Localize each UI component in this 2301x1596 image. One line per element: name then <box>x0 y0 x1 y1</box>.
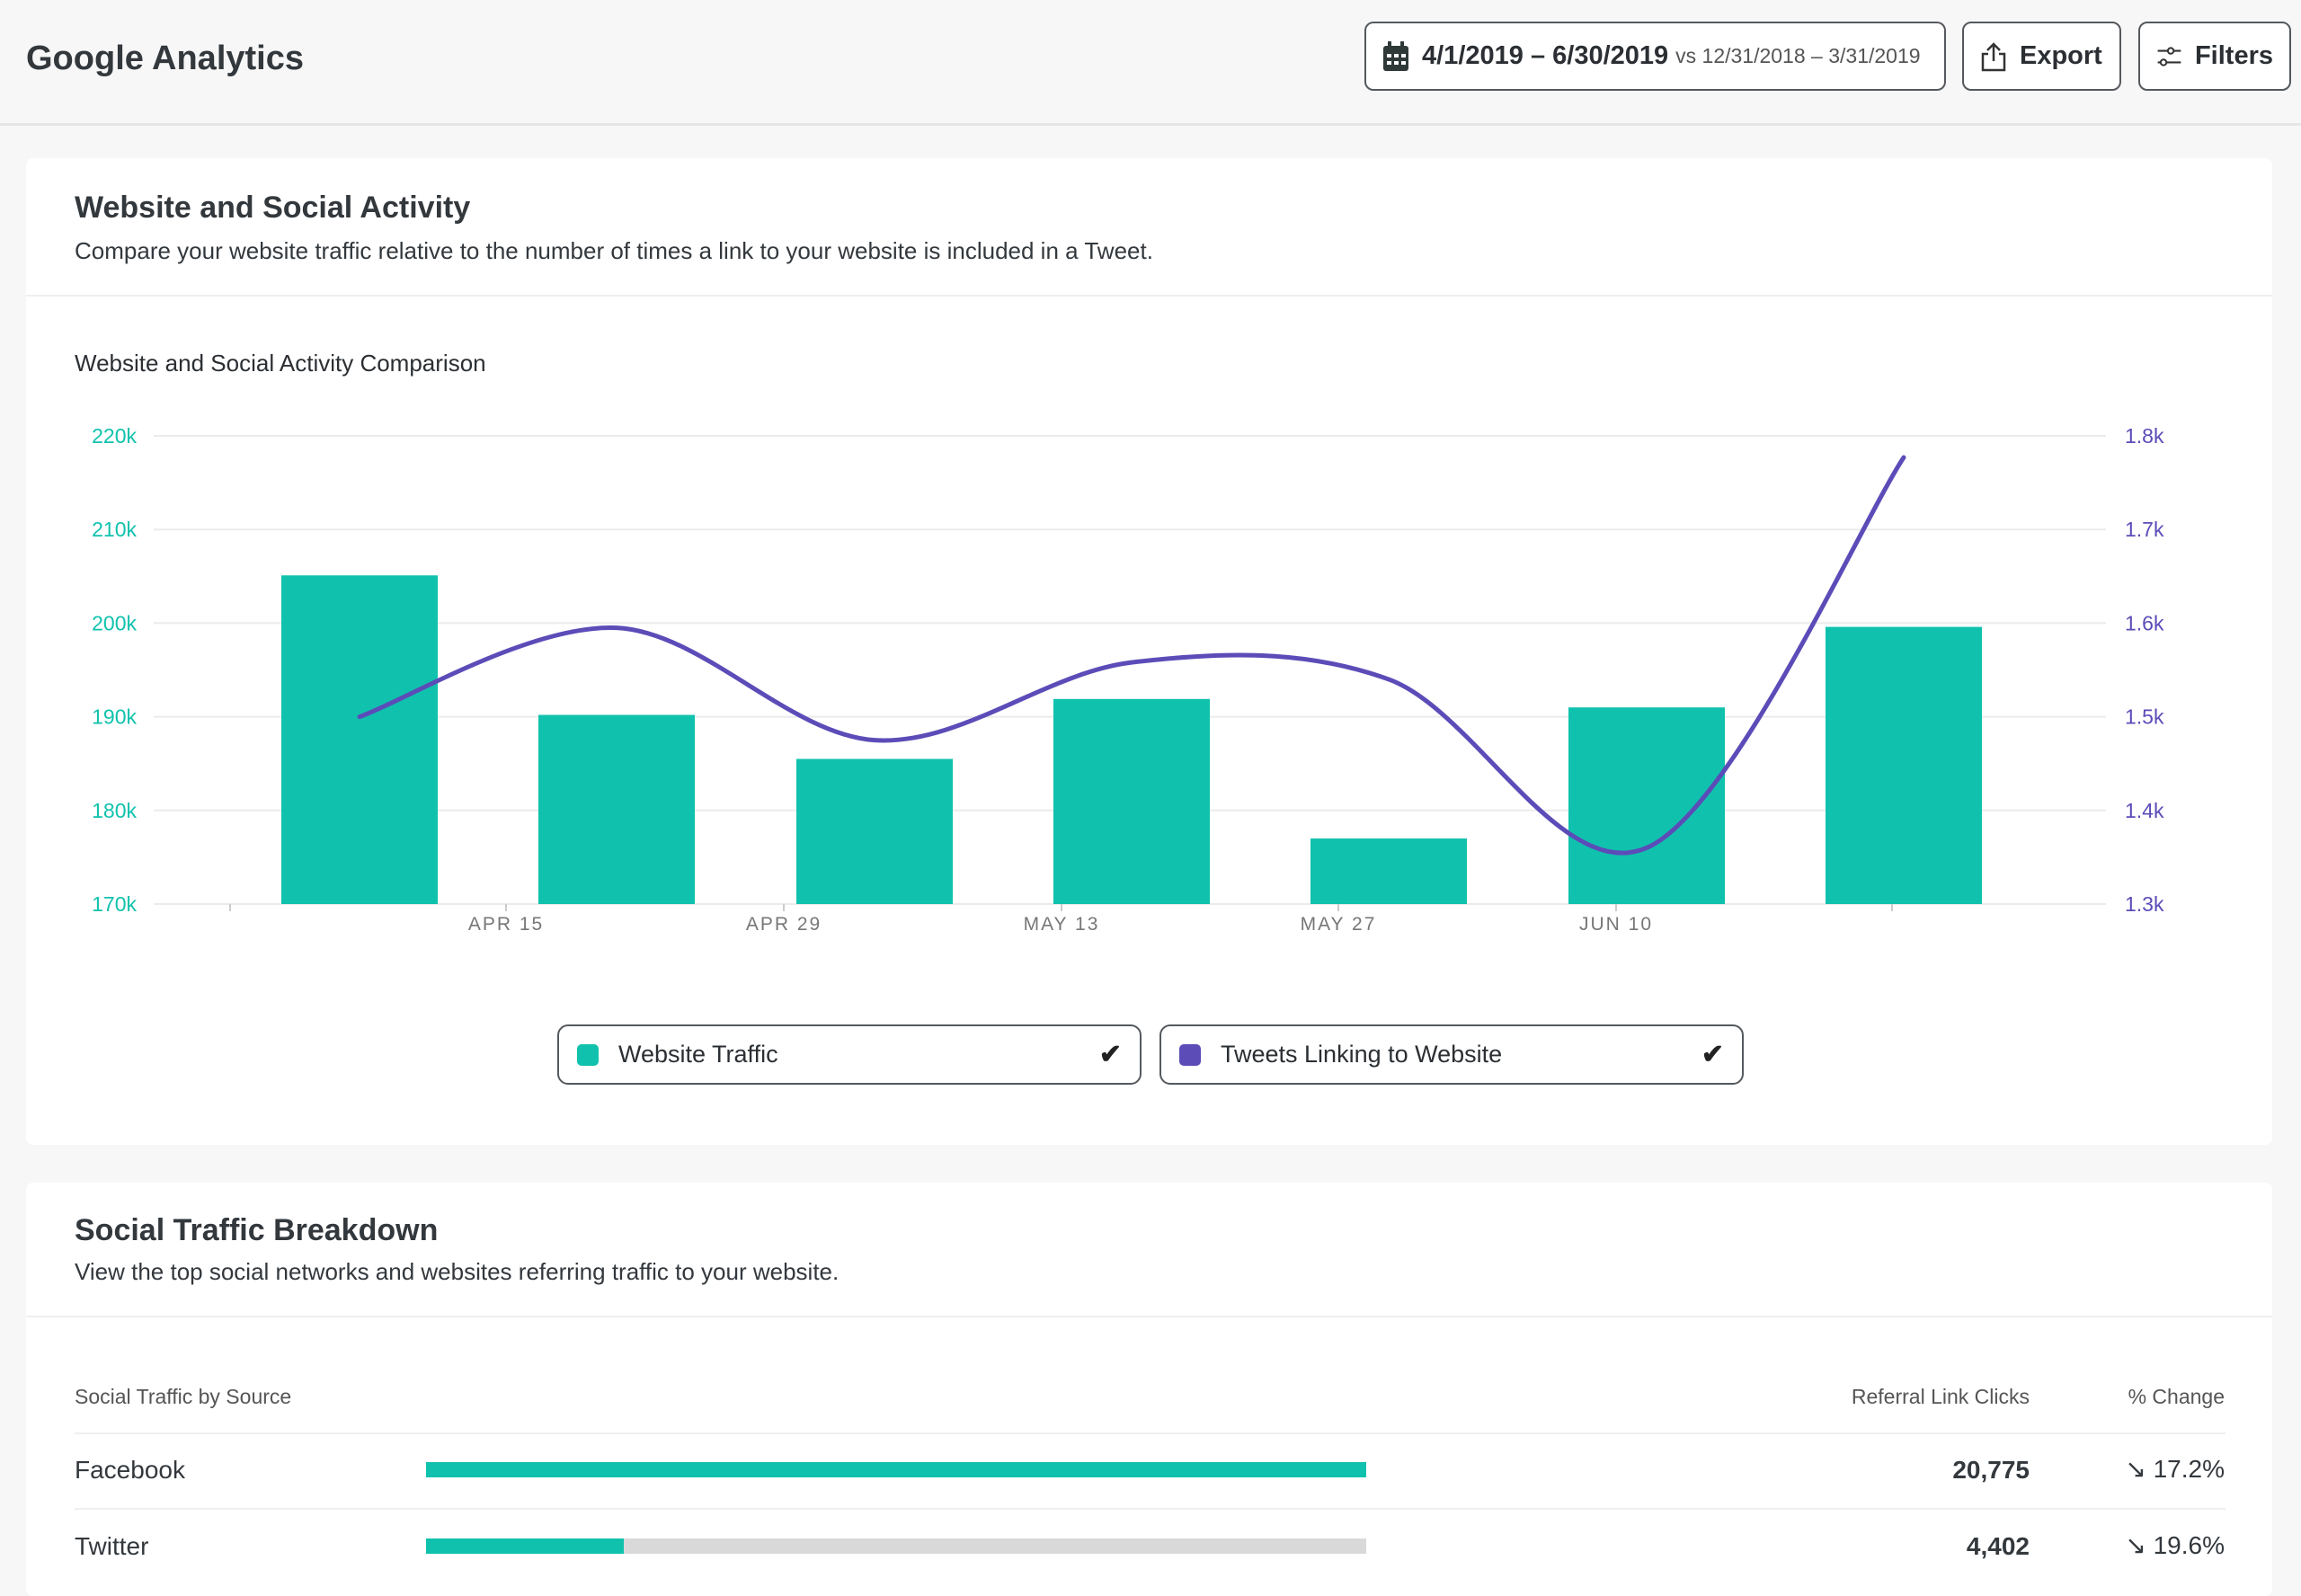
y-right-tick-label: 1.7k <box>2125 518 2164 541</box>
referral-clicks: 4,402 <box>1966 1532 2030 1560</box>
change-value: 17.2% <box>2153 1455 2225 1483</box>
source-name: Facebook <box>75 1456 185 1484</box>
traffic-bar <box>1568 707 1725 904</box>
chart-title: Website and Social Activity Comparison <box>75 350 486 377</box>
sliders-icon <box>2157 46 2181 66</box>
y-left-tick-label: 220k <box>92 424 137 448</box>
teal-swatch-icon <box>577 1043 599 1066</box>
filters-label: Filters <box>2194 41 2273 70</box>
column-header-source: Social Traffic by Source <box>75 1385 292 1408</box>
activity-chart: 170k 1.3k 180k 1.4k 190k 1.5k 200k 1.6k 210k 1.7k… <box>92 424 2164 935</box>
y-left-tick-label: 170k <box>92 892 137 916</box>
card-subtitle: View the top social networks and website… <box>75 1258 840 1285</box>
x-tick-label: MAY 27 <box>1301 914 1377 935</box>
traffic-bar <box>1053 698 1210 904</box>
percent-change: ↘ 17.2% <box>2125 1454 2225 1484</box>
tweets-line <box>357 455 1906 856</box>
y-left-tick-label: 200k <box>92 611 137 634</box>
traffic-bar <box>538 714 695 904</box>
y-right-tick-label: 1.4k <box>2125 799 2164 822</box>
share-export-icon <box>1981 41 2006 71</box>
calendar-icon <box>1383 40 1408 71</box>
app-title: Google Analytics <box>26 40 304 77</box>
social-traffic-breakdown-card: Social Traffic Breakdown View the top so… <box>26 1183 2272 1596</box>
purple-swatch-icon <box>1179 1043 1201 1066</box>
legend-toggle-website-traffic[interactable]: Website Traffic ✔ <box>557 1024 1142 1085</box>
divider <box>26 295 2272 297</box>
share-bar-fill <box>426 1462 1366 1477</box>
x-tick-label: APR 29 <box>746 914 822 935</box>
top-header: Google Analytics 4/1/2019 – 6/30/2019 vs… <box>0 0 2301 126</box>
vs-label: vs <box>1675 44 1697 67</box>
legend-label: Tweets Linking to Website <box>1221 1041 1503 1068</box>
column-header-clicks[interactable]: Referral Link Clicks <box>1851 1385 2030 1408</box>
y-right-tick-label: 1.5k <box>2125 705 2164 729</box>
checkmark-icon: ✔ <box>1098 1040 1122 1069</box>
y-left-tick-label: 190k <box>92 705 137 729</box>
date-range: 4/1/2019 – 6/30/2019 <box>1422 41 1669 70</box>
traffic-bar <box>796 758 953 904</box>
referral-clicks: 20,775 <box>1952 1456 2030 1484</box>
traffic-bar <box>1310 838 1467 904</box>
traffic-bar <box>281 575 438 904</box>
checkmark-icon: ✔ <box>1701 1040 1724 1069</box>
card-title: Social Traffic Breakdown <box>75 1213 439 1247</box>
divider <box>75 1432 2225 1434</box>
legend-toggle-tweets[interactable]: Tweets Linking to Website ✔ <box>1159 1024 1744 1085</box>
percent-change: ↘ 19.6% <box>2125 1530 2225 1560</box>
export-button[interactable]: Export <box>1962 22 2121 91</box>
y-left-tick-label: 180k <box>92 799 137 822</box>
x-tick-label: MAY 13 <box>1024 914 1100 935</box>
share-bar <box>426 1538 1366 1554</box>
export-label: Export <box>2020 41 2102 70</box>
date-range-picker[interactable]: 4/1/2019 – 6/30/2019 vs 12/31/2018 – 3/3… <box>1364 22 1946 91</box>
x-tick-label: APR 15 <box>468 914 544 935</box>
compare-range: 12/31/2018 – 3/31/2019 <box>1701 44 1921 67</box>
change-value: 19.6% <box>2153 1531 2225 1559</box>
share-bar-fill <box>426 1538 624 1554</box>
column-header-change[interactable]: % Change <box>2128 1385 2225 1408</box>
x-tick-label: JUN 10 <box>1579 914 1653 935</box>
card-subtitle: Compare your website traffic relative to… <box>75 237 1153 264</box>
arrow-down-right-icon: ↘ <box>2125 1531 2146 1559</box>
divider <box>75 1508 2225 1510</box>
source-name: Twitter <box>75 1532 149 1560</box>
y-right-tick-label: 1.6k <box>2125 611 2164 634</box>
card-title: Website and Social Activity <box>75 191 471 225</box>
traffic-bar <box>1826 626 1982 904</box>
divider <box>26 1316 2272 1317</box>
legend-label: Website Traffic <box>618 1041 778 1068</box>
y-right-tick-label: 1.3k <box>2125 892 2164 916</box>
filters-button[interactable]: Filters <box>2138 22 2291 91</box>
share-bar <box>426 1462 1366 1477</box>
arrow-down-right-icon: ↘ <box>2125 1455 2146 1483</box>
y-left-tick-label: 210k <box>92 518 137 541</box>
y-right-tick-label: 1.8k <box>2125 424 2164 448</box>
